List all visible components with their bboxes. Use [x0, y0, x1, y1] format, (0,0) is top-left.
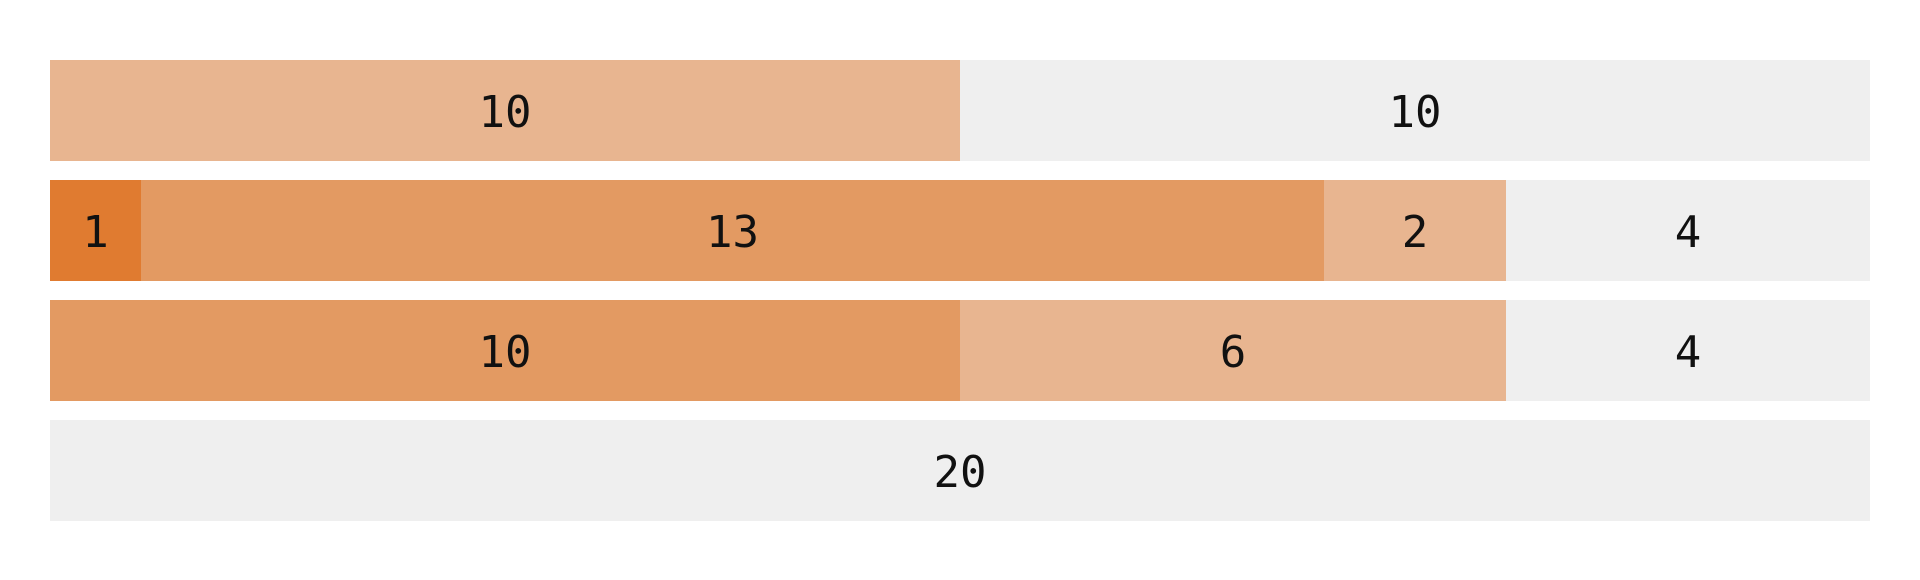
bar-segment-r1-s2	[1324, 180, 1506, 281]
data-label-r1-s2: 2	[1402, 207, 1429, 258]
bar-segment-r2-s0	[50, 300, 960, 401]
bar-segment-r2-s2	[1506, 300, 1870, 401]
data-label-r0-s0: 10	[479, 87, 532, 138]
data-label-r1-s0: 1	[82, 207, 109, 258]
bar-segment-r2-s1	[960, 300, 1506, 401]
labels-group: 10 10 1 13 2 4 10 6 4 20	[82, 87, 1701, 498]
data-label-r1-s3: 4	[1675, 207, 1702, 258]
data-label-r2-s2: 4	[1675, 327, 1702, 378]
data-label-r2-s1: 6	[1220, 327, 1247, 378]
bar-segment-r1-s3	[1506, 180, 1870, 281]
data-label-r3-s0: 20	[934, 447, 987, 498]
data-label-r0-s1: 10	[1389, 87, 1442, 138]
bar-segment-r1-s1	[141, 180, 1324, 281]
data-label-r2-s0: 10	[479, 327, 532, 378]
bars-group	[50, 60, 1870, 521]
data-label-r1-s1: 13	[706, 207, 759, 258]
bar-segment-r0-s0	[50, 60, 960, 161]
bar-segment-r3-s0	[50, 420, 1870, 521]
bar-segment-r1-s0	[50, 180, 141, 281]
bar-segment-r0-s1	[960, 60, 1870, 161]
